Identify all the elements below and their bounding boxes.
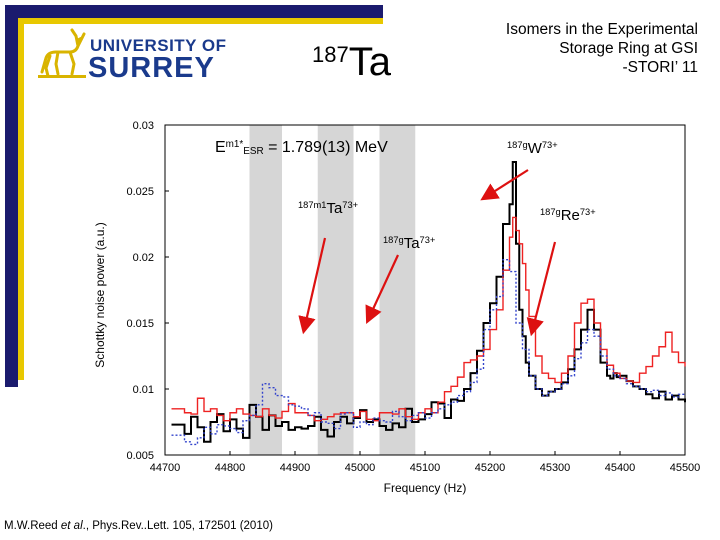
w-g-charge: 73+ xyxy=(541,140,558,150)
frame-gold-left xyxy=(18,18,24,380)
label-re-g: 187gRe73+ xyxy=(540,207,596,224)
nuclide-mass-number: 187 xyxy=(312,42,349,67)
ta-m1-mass: 187m1 xyxy=(298,200,327,210)
talk-title-line-3: -STORI’ 11 xyxy=(622,59,698,76)
re-g-charge: 73+ xyxy=(579,207,596,217)
arrow-w-g xyxy=(480,169,529,201)
series-line-1 xyxy=(171,160,686,443)
citation-authors: M.W.Reed xyxy=(4,520,61,532)
shaded-band-2 xyxy=(317,125,354,455)
y-tick-label: 0.03 xyxy=(133,120,154,132)
frame-navy-top xyxy=(5,5,383,18)
label-w-g: 187gW73+ xyxy=(507,140,558,157)
shaded-band-3 xyxy=(379,125,416,455)
ta-m1-charge: 73+ xyxy=(342,200,359,210)
arrow-re-g xyxy=(526,241,557,337)
label-ta-m1: 187m1Ta73+ xyxy=(298,200,358,217)
ta-g-mass: 187g xyxy=(383,235,404,245)
y-tick-label: 0.02 xyxy=(133,252,154,264)
x-axis-label: Frequency (Hz) xyxy=(384,481,467,495)
x-tick-label: 45100 xyxy=(410,462,441,474)
x-tick-label: 45400 xyxy=(605,462,636,474)
x-tick-label: 45000 xyxy=(345,462,376,474)
frame-navy-left xyxy=(5,5,18,387)
x-tick-label: 44800 xyxy=(215,462,246,474)
plot-frame xyxy=(164,124,686,456)
arrow-ta-m1 xyxy=(298,237,327,335)
re-g-mass: 187g xyxy=(540,207,561,217)
energy-superscript: m1* xyxy=(225,139,244,150)
citation-etal: et al xyxy=(60,520,83,532)
y-tick-label: 0.015 xyxy=(126,318,154,330)
x-tick-label: 44900 xyxy=(280,462,311,474)
ta-m1-symbol: Ta xyxy=(326,200,343,217)
series-line-2 xyxy=(171,216,686,422)
series-line-3 xyxy=(171,258,686,446)
energy-value: = 1.789(13) MeV xyxy=(263,139,388,156)
energy-subscript: ESR xyxy=(243,146,264,157)
talk-title-line-2: Storage Ring at GSI xyxy=(559,40,698,57)
x-tick-label: 45200 xyxy=(475,462,506,474)
university-logo: UNIVERSITY OF SURREY xyxy=(36,28,227,84)
energy-symbol: E xyxy=(215,139,226,156)
logo-line-2: SURREY xyxy=(88,52,215,84)
citation-reference: ., Phys.Rev..Lett. 105, 172501 (2010) xyxy=(82,520,273,532)
stag-crest-icon xyxy=(38,28,86,78)
re-g-symbol: Re xyxy=(560,207,580,224)
citation: M.W.Reed et al., Phys.Rev..Lett. 105, 17… xyxy=(4,520,273,532)
y-tick-label: 0.005 xyxy=(126,450,154,462)
ta-g-charge: 73+ xyxy=(419,235,436,245)
talk-title-line-1: Isomers in the Experimental xyxy=(505,21,698,38)
w-g-symbol: W xyxy=(527,140,542,157)
x-tick-label: 45500 xyxy=(670,462,701,474)
x-tick-label: 45300 xyxy=(540,462,571,474)
shaded-band-1 xyxy=(249,125,282,455)
arrow-ta-g xyxy=(365,254,399,324)
nuclide-symbol: Ta xyxy=(348,40,391,84)
x-tick-label: 44700 xyxy=(150,462,181,474)
logo-line-1: UNIVERSITY OF xyxy=(90,36,227,55)
frame-gold-top xyxy=(18,18,383,24)
talk-title: Isomers in the Experimental Storage Ring… xyxy=(440,20,698,77)
y-axis-label: Schottky noise power (a.u.) xyxy=(93,222,107,367)
nuclide-title: 187Ta xyxy=(312,40,391,85)
energy-annotation: Em1*ESR = 1.789(13) MeV xyxy=(215,139,388,157)
y-tick-label: 0.025 xyxy=(126,186,154,198)
w-g-mass: 187g xyxy=(507,140,528,150)
ta-g-symbol: Ta xyxy=(403,235,420,252)
y-tick-label: 0.01 xyxy=(133,384,154,396)
label-ta-g: 187gTa73+ xyxy=(383,235,435,252)
